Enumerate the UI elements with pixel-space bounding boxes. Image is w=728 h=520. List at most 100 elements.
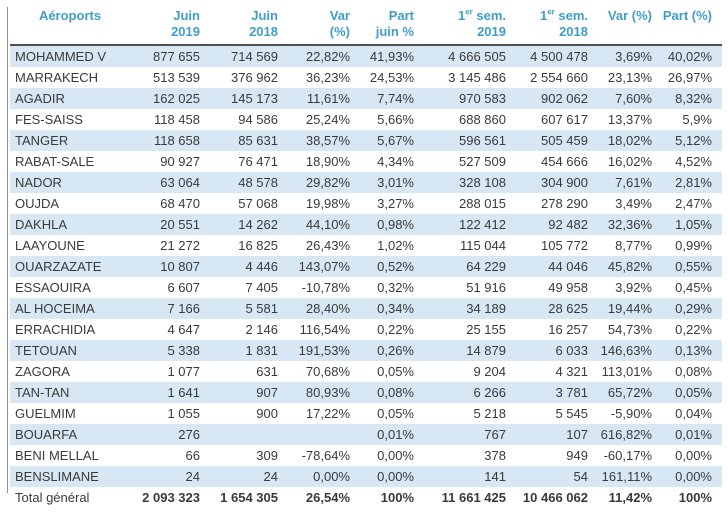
value-cell: 143,07% — [298, 259, 350, 274]
value-cell: 607 617 — [541, 112, 588, 127]
value-cell: 4 500 478 — [530, 49, 588, 64]
airport-name-cell: TAN-TAN — [15, 385, 70, 400]
value-cell: 0,22% — [377, 322, 414, 337]
value-cell: 16 825 — [238, 238, 278, 253]
value-cell: 304 900 — [541, 175, 588, 190]
value-cell: 34 189 — [466, 301, 506, 316]
value-cell: 276 — [178, 427, 200, 442]
table-row: MARRAKECH 513 539 376 962 36,23% 24,53% 3 145… — [10, 67, 722, 88]
value-cell: 616,82% — [600, 427, 652, 442]
value-cell: 146,63% — [600, 343, 652, 358]
value-cell: 44 046 — [548, 259, 588, 274]
column-header-line1: 1er sem. — [539, 7, 588, 23]
value-cell: 29,82% — [305, 175, 350, 190]
airport-name-cell: ESSAOUIRA — [15, 280, 91, 295]
value-cell: 4 647 — [167, 322, 200, 337]
value-cell: 631 — [256, 364, 278, 379]
total-row: Total général 2 093 323 1 654 305 26,54% 100… — [10, 487, 722, 508]
value-cell: 3,01% — [377, 175, 414, 190]
value-cell: 19,98% — [305, 196, 350, 211]
superscript-er: er — [465, 7, 473, 17]
value-cell: 145 173 — [231, 91, 278, 106]
value-cell: 900 — [256, 406, 278, 421]
column-header-line1: Juin — [251, 8, 278, 23]
value-cell: 66 — [185, 448, 200, 463]
table-row: BENI MELLAL 66 309 -78,64% 0,00% 378 949 -60,17… — [10, 445, 722, 466]
value-cell: 2,47% — [675, 196, 712, 211]
value-cell: 10 807 — [160, 259, 200, 274]
table-row: ERRACHIDIA 4 647 2 146 116,54% 0,22% 25 155 16… — [10, 319, 722, 340]
value-cell: 0,55% — [675, 259, 712, 274]
value-cell: 0,00% — [377, 469, 414, 484]
value-cell: -10,78% — [301, 280, 350, 295]
value-cell: 596 561 — [459, 133, 506, 148]
value-cell: 54,73% — [607, 322, 652, 337]
value-cell: 3 145 486 — [448, 70, 506, 85]
column-header-line1: 1er sem. — [457, 7, 506, 23]
value-cell: 116,54% — [299, 322, 350, 337]
value-cell: 16,02% — [607, 154, 652, 169]
airport-name-cell: RABAT-SALE — [15, 154, 95, 169]
value-cell — [288, 424, 360, 445]
value-cell: 8,32% — [675, 91, 712, 106]
value-cell: 16 257 — [548, 322, 588, 337]
value-cell: -60,17% — [603, 448, 652, 463]
value-cell: 20 551 — [160, 217, 200, 232]
value-cell: 90 927 — [160, 154, 200, 169]
value-cell: 18,02% — [607, 133, 652, 148]
airport-name-cell: MARRAKECH — [15, 70, 99, 85]
value-cell: 161,11% — [601, 469, 652, 484]
total-value-cell: 100% — [678, 490, 712, 505]
value-cell: 5 581 — [245, 301, 278, 316]
report-page: { "table": { "columns": [ {"id": "airpor… — [0, 5, 728, 520]
value-cell: 191,53% — [298, 343, 350, 358]
value-cell: 1 077 — [167, 364, 200, 379]
value-cell: 36,23% — [305, 70, 350, 85]
column-header-line1: Part (%) — [662, 8, 712, 23]
value-cell: 1 831 — [245, 343, 278, 358]
column-header-sem-2018: 1er sem. 2018 — [516, 5, 598, 45]
value-cell: 688 860 — [459, 112, 506, 127]
value-cell: 65,72% — [607, 385, 652, 400]
value-cell: 107 — [566, 427, 588, 442]
value-cell: 5,12% — [675, 133, 712, 148]
value-cell: 278 290 — [541, 196, 588, 211]
value-cell: 57 068 — [238, 196, 278, 211]
value-cell: 64 229 — [466, 259, 506, 274]
value-cell: 902 062 — [541, 91, 588, 106]
value-cell: 3 781 — [555, 385, 588, 400]
table-row: NADOR 63 064 48 578 29,82% 3,01% 328 108 304 9… — [10, 172, 722, 193]
value-cell: 5,67% — [377, 133, 414, 148]
table-row: ZAGORA 1 077 631 70,68% 0,05% 9 204 4 321 113,0… — [10, 361, 722, 382]
column-header-line2: juin % — [375, 24, 414, 39]
table-row: BENSLIMANE 24 24 0,00% 0,00% 141 54 161,11% 0,00… — [10, 466, 722, 487]
value-cell: 2 146 — [245, 322, 278, 337]
value-cell: 376 962 — [231, 70, 278, 85]
value-cell: 25 155 — [466, 322, 506, 337]
value-cell: 115 044 — [459, 238, 506, 253]
value-cell: 0,04% — [675, 406, 712, 421]
value-cell: -5,90% — [610, 406, 652, 421]
airport-name-cell: TETOUAN — [15, 343, 77, 358]
value-cell: 0,32% — [377, 280, 414, 295]
value-cell: 2,81% — [675, 175, 712, 190]
value-cell: 11,61% — [306, 91, 350, 106]
value-cell: 949 — [566, 448, 588, 463]
value-cell: 13,37% — [607, 112, 652, 127]
superscript-er: er — [547, 7, 555, 17]
value-cell: 76 471 — [238, 154, 278, 169]
total-value-cell: 11 661 425 — [441, 490, 506, 505]
column-header-juin-2019: Juin 2019 — [130, 5, 210, 45]
page-left-rule — [7, 7, 8, 493]
value-cell: 68 470 — [160, 196, 200, 211]
value-cell: 24 — [263, 469, 278, 484]
column-header-airport: Aéroports — [10, 5, 130, 45]
value-cell: 0,08% — [675, 364, 712, 379]
value-cell: 17,22% — [305, 406, 350, 421]
table-row: BOUARFA 276 0,01% 767 107 616,82% 0,01% — [10, 424, 722, 445]
value-cell: 48 578 — [238, 175, 278, 190]
value-cell — [210, 424, 288, 445]
column-header-part-juin: Part juin % — [360, 5, 424, 45]
value-cell: 1 641 — [167, 385, 200, 400]
value-cell: 118 658 — [153, 133, 200, 148]
